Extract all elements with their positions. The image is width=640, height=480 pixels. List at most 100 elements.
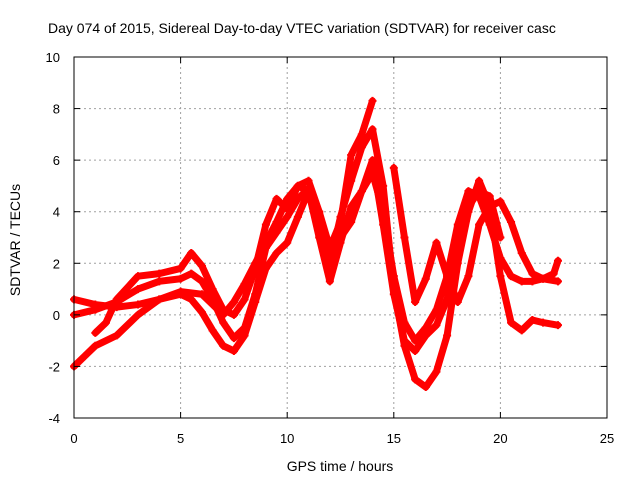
- data-point: [272, 248, 281, 257]
- data-point: [176, 290, 185, 299]
- data-point: [421, 274, 430, 283]
- data-point: [240, 323, 249, 332]
- data-point: [251, 290, 260, 299]
- data-point: [155, 277, 164, 286]
- data-point: [240, 331, 249, 340]
- data-point: [91, 341, 100, 350]
- data-point: [549, 269, 558, 278]
- data-point: [400, 233, 409, 242]
- data-point: [133, 300, 142, 309]
- data-point: [272, 228, 281, 237]
- data-point: [101, 318, 110, 327]
- data-point: [208, 285, 217, 294]
- data-point: [293, 181, 302, 190]
- y-tick-label: 6: [53, 153, 60, 168]
- data-point: [176, 264, 185, 273]
- y-tick-label: 2: [53, 256, 60, 271]
- data-point: [528, 269, 537, 278]
- data-point: [80, 352, 89, 361]
- data-point: [197, 308, 206, 317]
- data-point: [539, 318, 548, 327]
- data-point: [475, 220, 484, 229]
- y-tick-label: 4: [53, 205, 60, 220]
- data-point: [336, 218, 345, 227]
- data-point: [208, 326, 217, 335]
- data-point: [464, 187, 473, 196]
- data-point: [553, 321, 562, 330]
- data-point: [272, 218, 281, 227]
- x-tick-label: 5: [177, 431, 184, 446]
- y-tick-label: 8: [53, 102, 60, 117]
- data-point: [432, 321, 441, 330]
- data-point: [219, 318, 228, 327]
- data-point: [133, 310, 142, 319]
- data-point: [272, 194, 281, 203]
- data-point: [464, 202, 473, 211]
- data-point: [411, 375, 420, 384]
- data-point: [400, 336, 409, 345]
- data-point: [496, 233, 505, 242]
- series-track-5: [389, 163, 562, 306]
- y-tick-label: -4: [48, 411, 60, 426]
- y-axis-label: SDTVAR / TECUs: [7, 184, 23, 296]
- data-point: [91, 305, 100, 314]
- x-tick-label: 10: [280, 431, 294, 446]
- data-point: [411, 346, 420, 355]
- plot-frame: [73, 56, 608, 419]
- y-tick-label: 0: [53, 308, 60, 323]
- x-tick-label: 20: [493, 431, 507, 446]
- data-point: [411, 297, 420, 306]
- data-point: [421, 323, 430, 332]
- data-point: [315, 207, 324, 216]
- data-point: [261, 220, 270, 229]
- data-point: [357, 187, 366, 196]
- data-point: [496, 197, 505, 206]
- ticks-layer: 0 5 10 15 20 25 -4 -2 0 2 4 6 8 10: [46, 50, 615, 446]
- data-point: [176, 274, 185, 283]
- data-point: [229, 334, 238, 343]
- data-point: [421, 331, 430, 340]
- data-point: [229, 346, 238, 355]
- data-point: [485, 192, 494, 201]
- data-point: [464, 272, 473, 281]
- data-point: [325, 243, 334, 252]
- data-point: [197, 261, 206, 270]
- data-point: [443, 331, 452, 340]
- data-point: [357, 143, 366, 152]
- chart-title: Day 074 of 2015, Sidereal Day-to-day VTE…: [48, 20, 556, 36]
- series-layer: [70, 96, 562, 392]
- data-point: [187, 295, 196, 304]
- data-point: [517, 248, 526, 257]
- data-point: [368, 125, 377, 134]
- data-point: [507, 272, 516, 281]
- data-point: [553, 277, 562, 286]
- data-point: [325, 254, 334, 263]
- data-point: [133, 285, 142, 294]
- data-point: [432, 367, 441, 376]
- data-point: [347, 150, 356, 159]
- data-point: [517, 326, 526, 335]
- data-point: [293, 212, 302, 221]
- data-point: [229, 297, 238, 306]
- data-point: [368, 96, 377, 105]
- data-point: [197, 277, 206, 286]
- data-point: [539, 274, 548, 283]
- data-point: [411, 336, 420, 345]
- data-point: [304, 176, 313, 185]
- data-point: [553, 256, 562, 265]
- data-point: [133, 272, 142, 281]
- data-point: [112, 331, 121, 340]
- x-axis-label: GPS time / hours: [287, 458, 394, 474]
- x-tick-label: 25: [600, 431, 614, 446]
- x-tick-label: 15: [387, 431, 401, 446]
- data-point: [240, 295, 249, 304]
- data-point: [251, 264, 260, 273]
- data-point: [475, 187, 484, 196]
- data-point: [528, 316, 537, 325]
- data-point: [507, 318, 516, 327]
- data-point: [91, 328, 100, 337]
- data-point: [187, 269, 196, 278]
- data-point: [283, 205, 292, 214]
- data-point: [475, 176, 484, 185]
